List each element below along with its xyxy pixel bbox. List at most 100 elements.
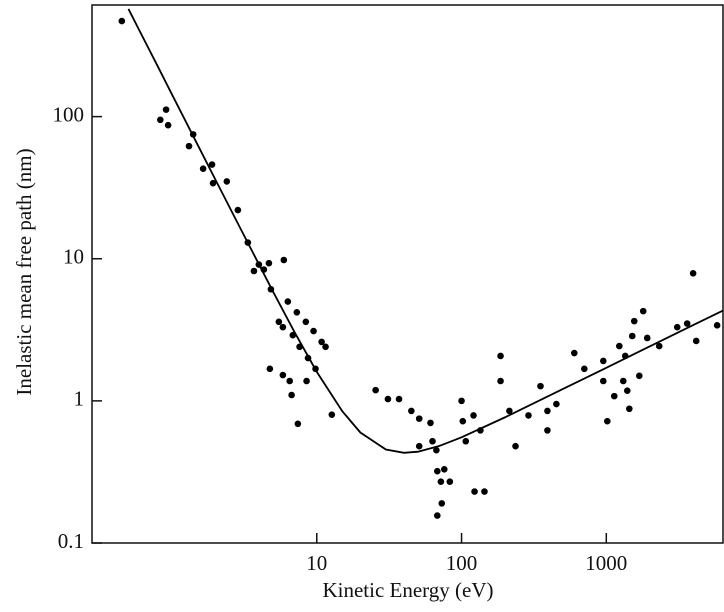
fit-curve [127,8,724,454]
data-point [610,392,618,400]
x-axis-label: Kinetic Energy (eV) [322,578,493,602]
data-point [289,331,297,339]
data-point [544,427,551,434]
data-point [544,407,551,415]
data-point [255,261,263,268]
y-axis-label: Inelastic mean free path (nm) [12,148,36,395]
data-point [284,298,292,305]
data-point [553,400,560,408]
data-point [470,412,477,419]
data-point [477,427,484,434]
data-point [294,420,302,428]
x-tick-label: 10 [306,551,327,575]
data-point [630,317,638,325]
data-point [599,377,607,385]
data-point [279,371,287,379]
data-point [458,397,465,405]
data-point [537,382,544,390]
data-point [312,365,319,373]
data-point [415,442,423,450]
data-point [265,259,273,267]
data-point [427,419,434,427]
data-point [372,386,379,394]
data-point [415,415,423,422]
data-point [628,332,636,340]
data-point [302,318,310,326]
data-point [643,334,651,342]
data-point [266,365,274,373]
data-point [244,239,252,246]
data-point [692,337,700,345]
data-point [623,387,631,394]
data-point [408,407,415,415]
data-point [673,323,681,331]
data-point [384,395,392,403]
data-point [185,142,193,150]
data-point [304,354,312,362]
y-tick-label: 10 [63,245,84,269]
data-point [437,478,445,485]
data-point [280,256,288,264]
data-point [512,442,519,450]
data-point [164,121,172,129]
data-point [118,17,126,25]
x-tick-label: 1000 [585,551,627,575]
data-point [525,412,532,419]
data-point [481,488,488,495]
data-point [162,106,170,113]
data-point [570,349,578,357]
data-point [713,322,721,329]
data-point [318,338,325,346]
data-point [459,417,467,425]
data-point [621,352,629,360]
data-point [446,478,454,485]
data-point [328,411,336,418]
data-point [581,365,588,373]
data-point [462,437,470,445]
data-point [199,165,207,173]
data-point [506,407,513,415]
data-point [322,343,329,351]
data-point [603,417,611,425]
data-point [433,512,441,519]
data-point [288,391,295,399]
data-point [471,488,478,495]
data-point [440,466,448,473]
data-point [260,266,268,273]
data-point [497,377,504,385]
data-point [655,342,663,350]
data-point [683,320,691,327]
data-point [189,131,197,138]
data-point [689,269,697,277]
data-point [286,377,294,385]
data-point [303,377,310,385]
data-point [497,352,504,360]
data-point [599,357,607,365]
data-point [234,206,242,214]
y-tick-label: 1 [74,387,85,411]
data-point [279,323,287,331]
data-point [429,437,436,445]
data-point [310,327,317,335]
data-point [250,267,258,275]
data-point [626,405,633,413]
data-point [267,285,275,293]
data-point [395,395,403,403]
y-tick-label: 0.1 [58,529,84,553]
data-point [433,467,441,475]
data-point [639,307,647,315]
data-point [275,318,283,326]
plot-frame [91,4,724,544]
plot-area [118,8,724,519]
data-point [438,500,446,507]
data-point [616,342,623,350]
data-point [619,377,627,385]
data-point [223,178,231,185]
data-point [635,372,643,380]
data-point [296,343,303,351]
data-point [209,179,217,187]
data-point [208,161,216,168]
y-tick-label: 100 [53,102,85,126]
